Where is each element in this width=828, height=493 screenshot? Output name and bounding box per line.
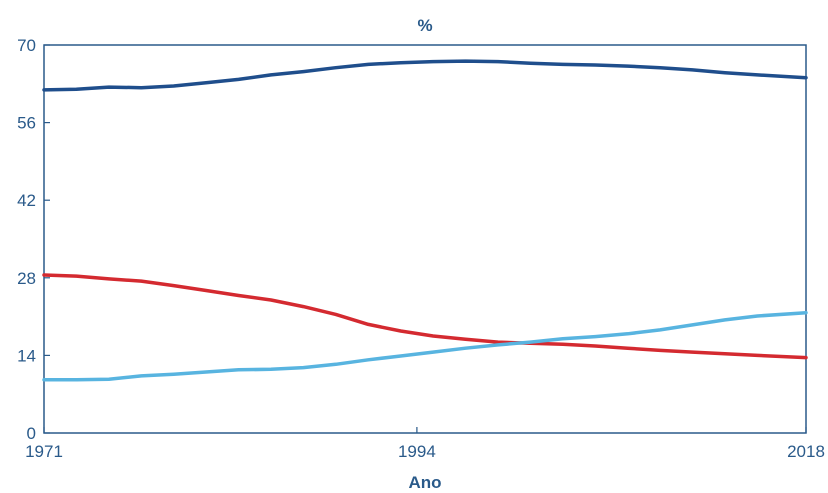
series-lines	[42, 59, 808, 382]
plot-frame	[43, 44, 807, 434]
x-tick-label: 1971	[25, 442, 63, 461]
x-axis-label: Ano	[408, 473, 441, 492]
y-axis: 0 14 28 42 56 70	[17, 36, 50, 443]
x-tick-label: 2018	[787, 442, 825, 461]
x-tick-label: 1994	[398, 442, 436, 461]
series-line-3	[42, 310, 808, 382]
y-tick-label: 0	[27, 424, 36, 443]
y-tick-label: 28	[17, 269, 36, 288]
series-line-2	[42, 273, 808, 360]
series-line-1	[42, 59, 808, 92]
y-tick-label: 14	[17, 346, 36, 365]
y-tick-label: 70	[17, 36, 36, 55]
y-tick-label: 56	[17, 114, 36, 133]
x-axis: 1971 1994 2018	[25, 427, 825, 461]
chart-title: %	[417, 16, 432, 35]
y-tick-label: 42	[17, 191, 36, 210]
